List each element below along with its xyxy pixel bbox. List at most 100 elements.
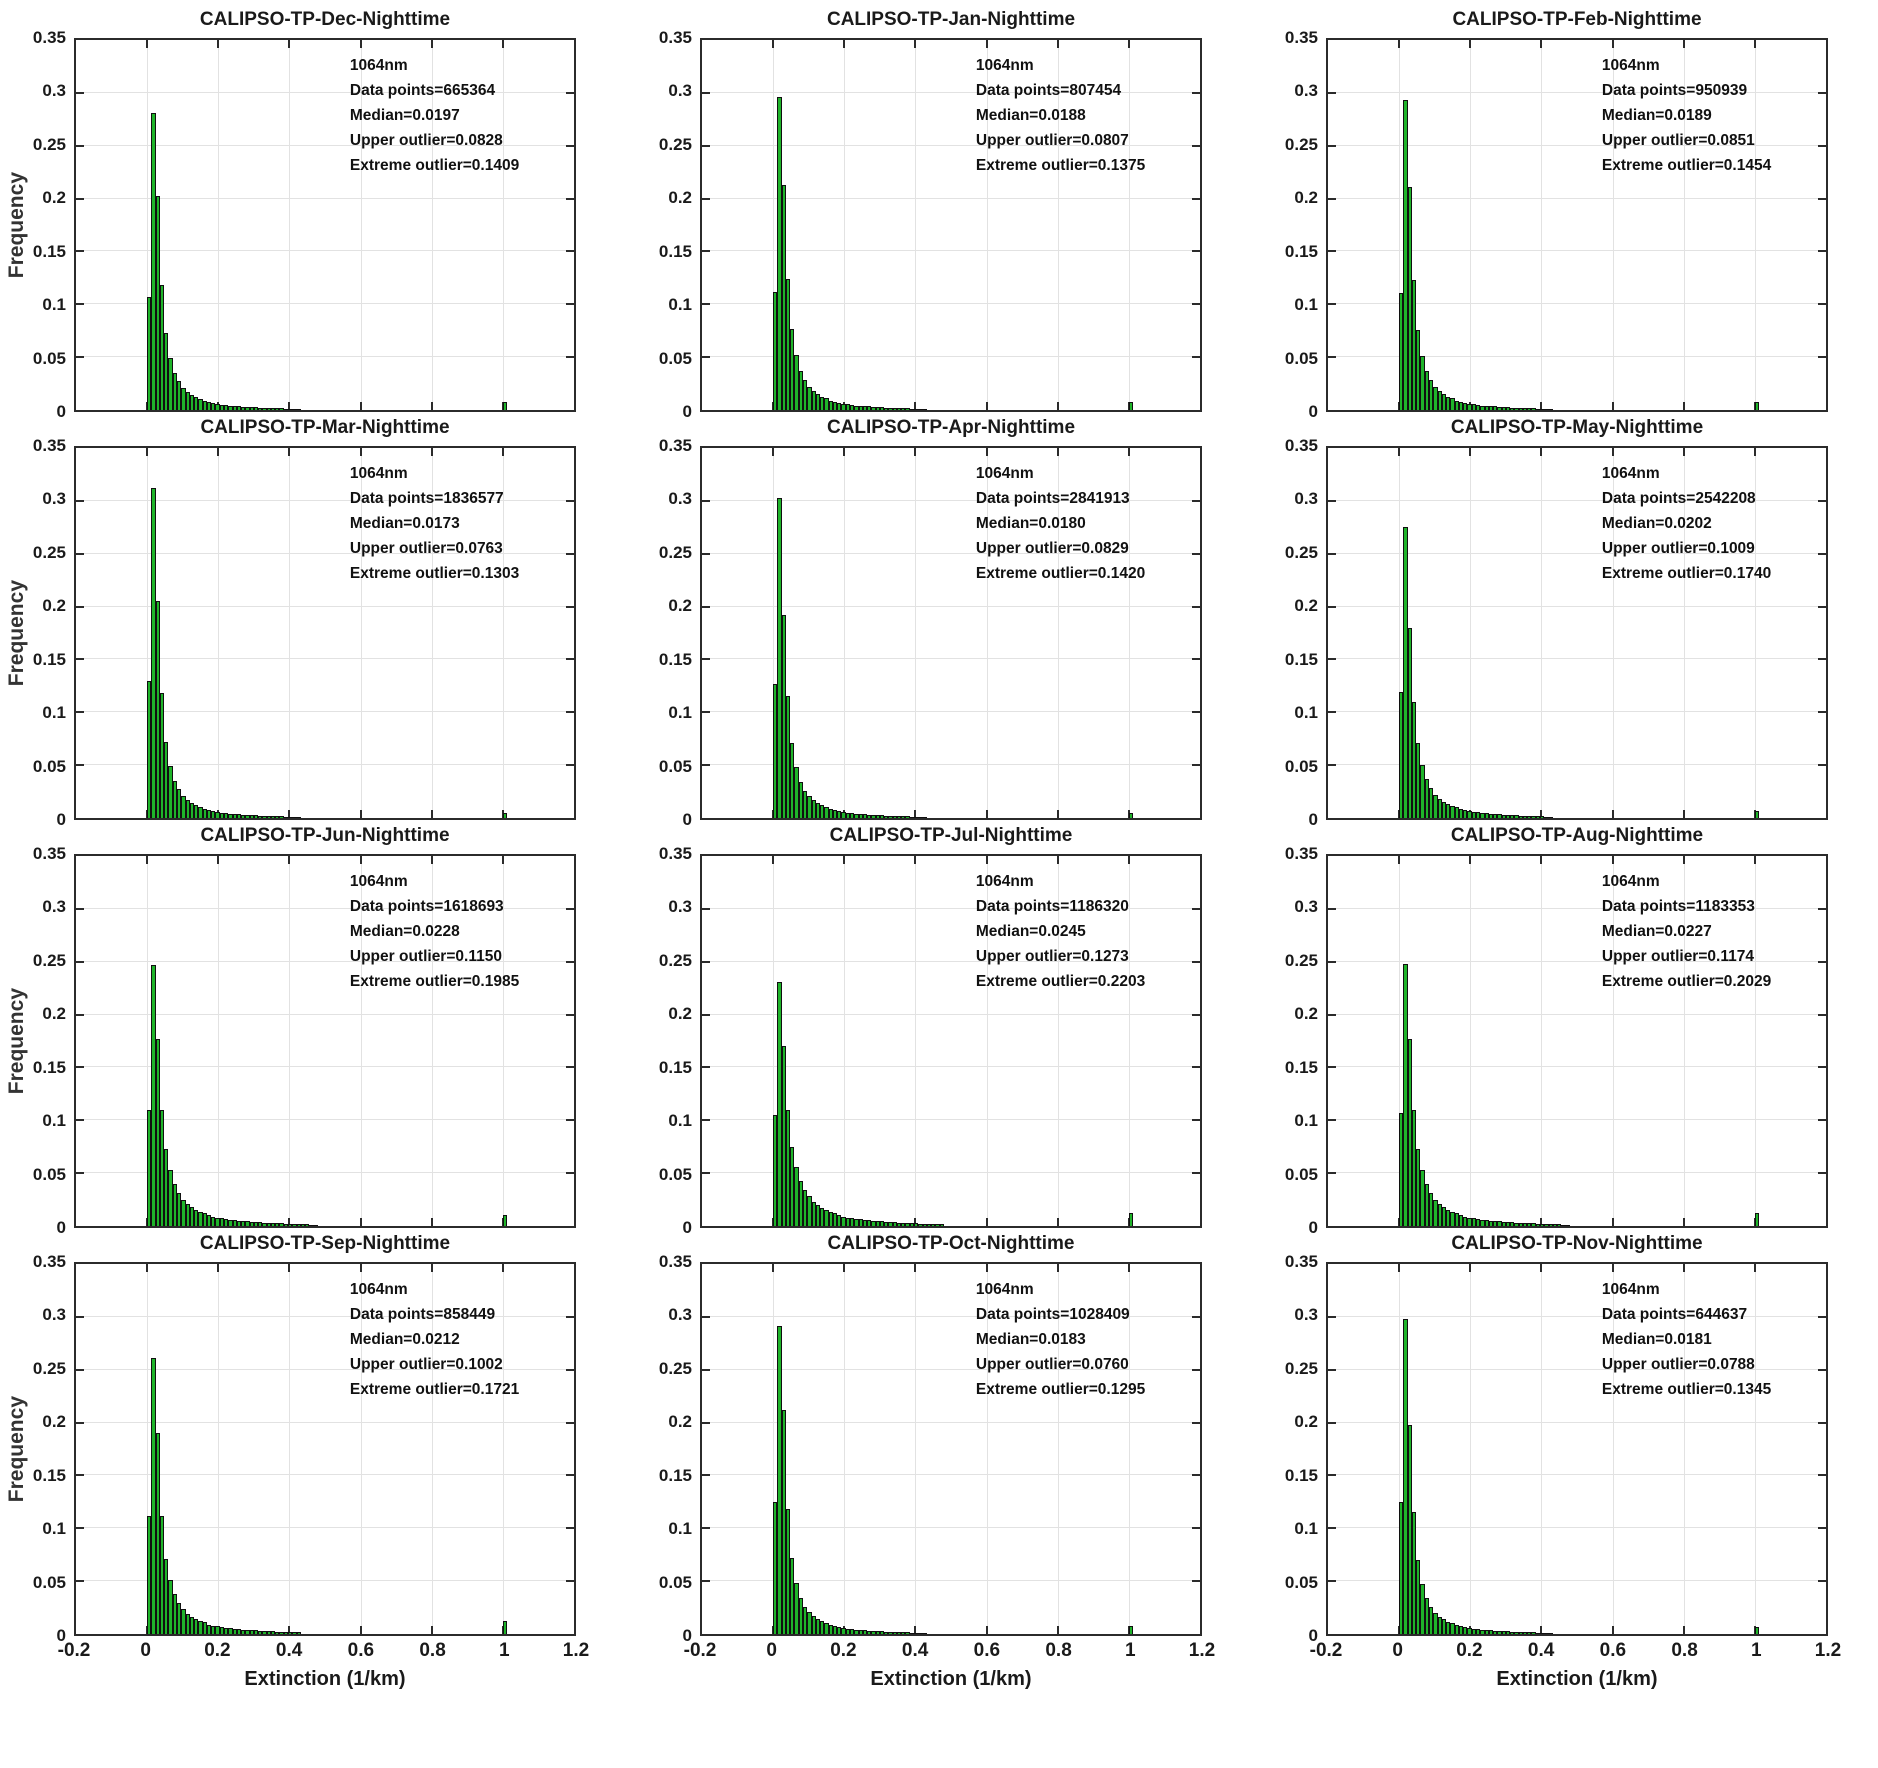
- x-tick-label: -0.2: [683, 1640, 717, 1661]
- y-tick-mark: [566, 1368, 574, 1371]
- gridline-horizontal: [1328, 605, 1826, 607]
- histogram-bar: [223, 1627, 229, 1634]
- x-tick-mark: [1056, 448, 1059, 456]
- y-tick-mark: [76, 1172, 84, 1175]
- y-tick-label: 0.05: [32, 1164, 66, 1184]
- histogram-bar: [1475, 1628, 1481, 1634]
- gridline-horizontal: [702, 764, 1200, 766]
- y-tick-label: 0: [682, 810, 692, 829]
- stats-annotation: 1064nm Data points=2542208 Median=0.0202 Up…: [1602, 461, 1771, 587]
- y-tick-label: 0.35: [658, 436, 692, 455]
- x-tick-mark: [1611, 1264, 1614, 1272]
- outlier-bar: [502, 1621, 508, 1634]
- y-tick-label: 0.1: [668, 703, 692, 723]
- gridline-vertical: [289, 40, 291, 410]
- y-tick-mark: [76, 1580, 84, 1583]
- y-tick-mark: [566, 197, 574, 200]
- histogram-bar: [777, 1326, 782, 1634]
- y-tick-mark: [702, 764, 710, 767]
- histogram-bar: [262, 1222, 267, 1226]
- y-tick-label: 0: [682, 1218, 692, 1237]
- histogram-bar: [266, 407, 271, 410]
- histogram-bar: [837, 1215, 842, 1226]
- x-tick-label: 0.2: [204, 1640, 231, 1661]
- y-tick-mark: [1192, 1066, 1200, 1069]
- y-tick-mark: [1818, 960, 1826, 963]
- stat-line: Median=0.0245: [975, 923, 1086, 941]
- histogram-bar: [177, 1603, 182, 1634]
- histogram-bar: [777, 981, 782, 1226]
- gridline-horizontal: [702, 499, 1200, 501]
- histogram-bar: [236, 1628, 242, 1634]
- y-tick-mark: [76, 1368, 84, 1371]
- histogram-bar: [884, 1221, 889, 1226]
- gridline-horizontal: [702, 1315, 1200, 1317]
- histogram-bar: [905, 815, 910, 818]
- histogram-bar: [168, 766, 173, 818]
- y-tick-label: 0.3: [42, 897, 66, 917]
- histogram-bar: [194, 805, 199, 818]
- subplot-title: CALIPSO-TP-Jun-Nighttime: [200, 825, 450, 846]
- x-tick-mark: [288, 448, 291, 456]
- histogram-bar: [172, 781, 178, 818]
- outlier-bar: [1128, 812, 1134, 818]
- gridline-vertical: [502, 448, 504, 818]
- subplot-calipso-tp-jan-nighttime: CALIPSO-TP-Jan-Nighttime 1064nm Data point…: [626, 4, 1252, 421]
- x-tick-mark: [359, 1626, 362, 1634]
- histogram-bar: [164, 1558, 169, 1634]
- y-tick-mark: [1818, 356, 1826, 359]
- gridline-vertical: [360, 856, 362, 1226]
- y-tick-mark: [702, 144, 710, 147]
- x-tick-mark: [1611, 810, 1614, 818]
- stat-line: Upper outlier=0.1273: [975, 948, 1129, 966]
- histogram-bar: [1488, 1220, 1494, 1226]
- y-tick-mark: [1818, 1527, 1826, 1530]
- y-tick-label: 0.25: [658, 134, 692, 154]
- stat-line: Data points=1836577: [349, 490, 504, 508]
- x-tick-mark: [430, 1626, 433, 1634]
- gridline-vertical: [502, 856, 504, 1226]
- gridline-vertical: [1683, 856, 1685, 1226]
- histogram-bar: [867, 1630, 872, 1634]
- gridline-horizontal: [1328, 250, 1826, 252]
- histogram-bar: [901, 1631, 906, 1634]
- gridline-horizontal: [76, 1066, 574, 1068]
- x-tick-mark: [288, 856, 291, 864]
- histogram-bar: [258, 815, 263, 818]
- histogram-bar: [181, 387, 186, 410]
- histogram-bar: [1458, 808, 1464, 818]
- gridline-horizontal: [702, 711, 1200, 713]
- histogram-bar: [232, 1628, 237, 1634]
- x-tick-mark: [359, 448, 362, 456]
- y-tick-mark: [702, 552, 710, 555]
- histogram-bar: [905, 1222, 910, 1226]
- histogram-bar: [884, 1631, 889, 1634]
- y-tick-mark: [1328, 1066, 1336, 1069]
- y-tick-label: 0.05: [32, 348, 66, 368]
- y-tick-mark: [566, 960, 574, 963]
- x-tick-mark: [430, 856, 433, 864]
- y-tick-label: 0.25: [658, 542, 692, 562]
- histogram-bar: [811, 1201, 816, 1226]
- outlier-bar: [1754, 401, 1760, 410]
- y-tick-label: 0.1: [1294, 703, 1318, 723]
- y-tick-mark: [76, 764, 84, 767]
- gridline-vertical: [986, 856, 988, 1226]
- histogram-bar: [164, 741, 169, 818]
- y-tick-label: 0.3: [668, 81, 692, 101]
- y-tick-mark: [1192, 711, 1200, 714]
- histogram-bar: [1493, 405, 1498, 410]
- gridline-vertical: [431, 448, 433, 818]
- subplot-title: CALIPSO-TP-Apr-Nighttime: [826, 417, 1076, 438]
- gridline-vertical: [1683, 1264, 1685, 1634]
- x-tick-mark: [1682, 1218, 1685, 1226]
- y-tick-label: 0.1: [42, 1111, 66, 1131]
- histogram-bar: [879, 406, 885, 410]
- x-tick-mark: [1056, 1626, 1059, 1634]
- histogram-bar: [151, 964, 156, 1226]
- y-tick-label: 0.3: [1294, 897, 1318, 917]
- y-tick-mark: [1192, 552, 1200, 555]
- x-tick-mark: [288, 1218, 291, 1226]
- gridline-horizontal: [76, 764, 574, 766]
- x-tick-mark: [359, 402, 362, 410]
